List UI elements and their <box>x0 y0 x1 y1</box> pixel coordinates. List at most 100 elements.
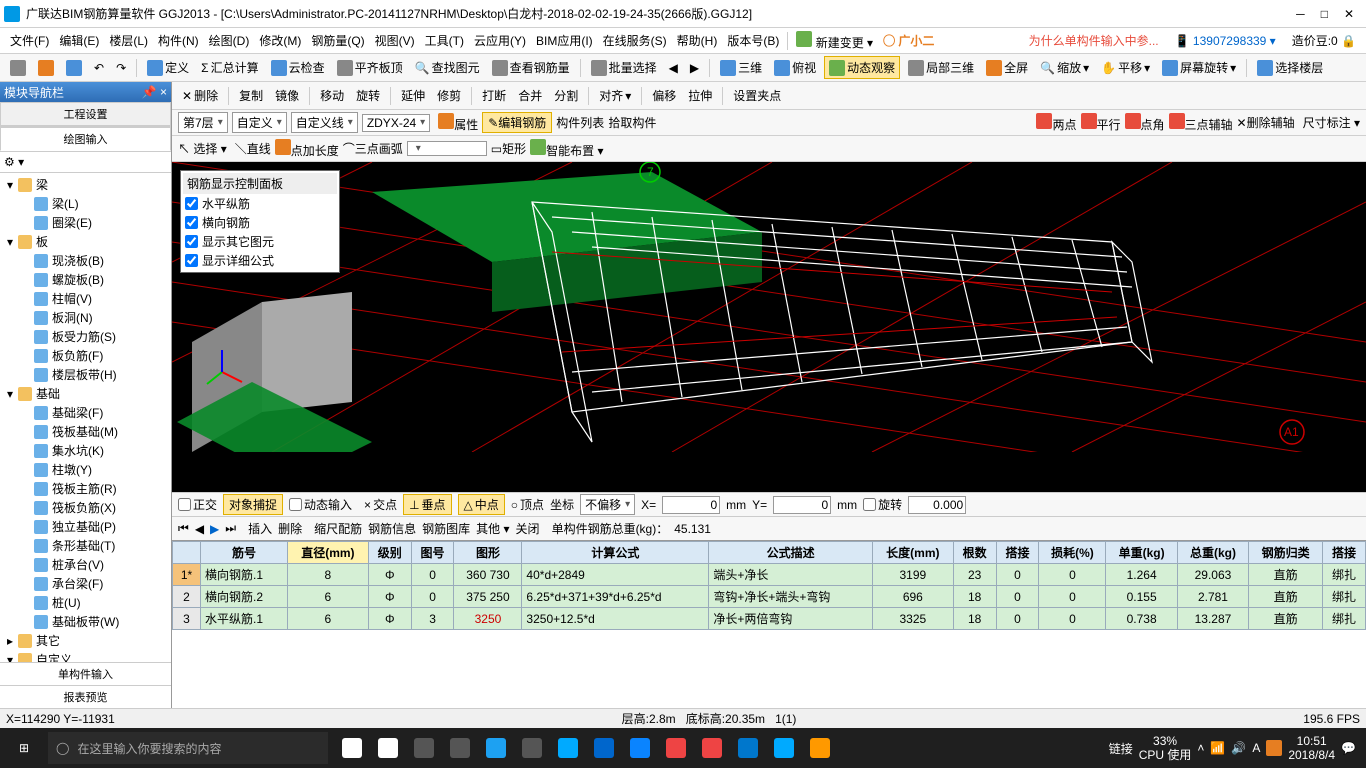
tbl-last[interactable]: ⏭ <box>225 521 236 536</box>
top-view-button[interactable]: 俯视 <box>770 57 820 78</box>
table-header[interactable]: 搭接 <box>996 542 1039 564</box>
taskbar-app-icon[interactable] <box>444 732 476 764</box>
table-header[interactable]: 图号 <box>411 542 454 564</box>
rotate-button[interactable]: 旋转 <box>352 85 384 106</box>
menu-item[interactable]: 视图(V) <box>371 30 419 51</box>
find-elem-button[interactable]: 🔍查找图元 <box>411 57 484 78</box>
delete-button[interactable]: ✕删除 <box>178 85 222 106</box>
maximize-button[interactable]: □ <box>1321 7 1328 21</box>
tray-up-icon[interactable]: ˄ <box>1197 741 1204 755</box>
sidebar-toolbar-icon[interactable]: ⚙ ▾ <box>4 155 24 169</box>
table-header[interactable]: 公式描述 <box>709 542 872 564</box>
tree-node[interactable]: ▾自定义 <box>0 650 171 662</box>
tree-node[interactable]: 螺旋板(B) <box>0 270 171 289</box>
view-3d-button[interactable]: 三维 <box>716 57 766 78</box>
tab-single-input[interactable]: 单构件输入 <box>0 662 171 685</box>
batch-select-button[interactable]: 批量选择 <box>587 57 661 78</box>
menu-item[interactable]: 构件(N) <box>154 30 203 51</box>
nav-close-icon[interactable]: × <box>160 85 167 99</box>
tab-draw-input[interactable]: 绘图输入 <box>0 127 171 151</box>
nav-pin-icon[interactable]: 📌 <box>142 85 157 99</box>
menu-coin[interactable]: 造价豆:0 🔒 <box>1288 30 1360 51</box>
rebar-table[interactable]: 筋号直径(mm)级别图号图形计算公式公式描述长度(mm)根数搭接损耗(%)单重(… <box>172 541 1366 630</box>
open-file-button[interactable] <box>34 58 58 78</box>
menu-item[interactable]: 版本号(B) <box>723 30 783 51</box>
zoom-button[interactable]: 🔍缩放 ▾ <box>1036 57 1093 78</box>
menu-item[interactable]: 钢筋量(Q) <box>307 30 368 51</box>
table-header[interactable]: 钢筋归类 <box>1249 542 1323 564</box>
menu-item[interactable]: 工具(T) <box>421 30 468 51</box>
pointlen-tool[interactable]: 点加长度 <box>275 139 339 159</box>
arc-dropdown[interactable] <box>407 141 487 156</box>
menu-item[interactable]: 绘图(D) <box>205 30 254 51</box>
tbl-delete[interactable]: 删除 <box>278 520 302 537</box>
tree-node[interactable]: 现浇板(B) <box>0 251 171 270</box>
tree-node[interactable]: 筏板负筋(X) <box>0 498 171 517</box>
cloud-check-button[interactable]: 云检查 <box>267 57 329 78</box>
rot-toggle[interactable]: 旋转 <box>863 496 902 513</box>
custom-dropdown[interactable]: 自定义 <box>232 112 287 133</box>
taskbar-app-icon[interactable] <box>804 732 836 764</box>
tbl-close[interactable]: 关闭 <box>516 520 540 537</box>
taskbar-app-icon[interactable] <box>372 732 404 764</box>
start-button[interactable]: ⊞ <box>4 728 44 768</box>
minimize-button[interactable]: ─ <box>1296 7 1305 21</box>
x-input[interactable] <box>662 496 720 514</box>
taskbar-app-icon[interactable] <box>552 732 584 764</box>
tbl-insert[interactable]: 插入 <box>248 520 272 537</box>
taskbar-app-icon[interactable] <box>516 732 548 764</box>
dyn-toggle[interactable]: 动态输入 <box>289 496 352 513</box>
menu-item[interactable]: 文件(F) <box>6 30 53 51</box>
menu-item[interactable]: 云应用(Y) <box>470 30 530 51</box>
table-header[interactable]: 图形 <box>454 542 522 564</box>
tree-node[interactable]: 承台梁(F) <box>0 574 171 593</box>
menu-item[interactable]: 在线服务(S) <box>599 30 671 51</box>
undo-button[interactable]: ↶ <box>90 59 108 77</box>
menu-new[interactable]: 新建变更 ▾ <box>792 29 877 53</box>
table-header[interactable]: 级别 <box>368 542 411 564</box>
orbit-button[interactable]: 动态观察 <box>824 56 900 79</box>
table-header[interactable] <box>173 542 201 564</box>
select-floor-button[interactable]: 选择楼层 <box>1253 57 1327 78</box>
tbl-info[interactable]: 钢筋信息 <box>368 520 416 537</box>
pan-button[interactable]: ✋平移 ▾ <box>1097 57 1154 78</box>
taskbar-app-icon[interactable] <box>768 732 800 764</box>
split-button[interactable]: 分割 <box>550 85 582 106</box>
ortho-toggle[interactable]: 正交 <box>178 496 217 513</box>
taskbar-app-icon[interactable] <box>624 732 656 764</box>
table-header[interactable]: 总重(kg) <box>1177 542 1248 564</box>
perp-toggle[interactable]: ⊥垂点 <box>403 494 451 515</box>
tree-node[interactable]: ▾梁 <box>0 175 171 194</box>
tree-node[interactable]: 集水坑(K) <box>0 441 171 460</box>
offset-button[interactable]: 偏移 <box>648 85 680 106</box>
tree-node[interactable]: 楼层板带(H) <box>0 365 171 384</box>
code-dropdown[interactable]: ZDYX-24 <box>362 114 430 132</box>
grip-button[interactable]: 设置夹点 <box>729 85 785 106</box>
fullscreen-button[interactable]: 全屏 <box>982 57 1032 78</box>
table-header[interactable]: 搭接 <box>1323 542 1366 564</box>
extend-button[interactable]: 延伸 <box>397 85 429 106</box>
delaux-button[interactable]: ✕删除辅轴 <box>1237 114 1295 131</box>
next-button[interactable]: ▶ <box>686 59 703 77</box>
menu-phone[interactable]: 📱 13907298339 ▾ <box>1171 32 1280 50</box>
taskbar-app-icon[interactable] <box>336 732 368 764</box>
pointangle-button[interactable]: 点角 <box>1125 113 1165 133</box>
save-button[interactable] <box>62 58 86 78</box>
tree-node[interactable]: 圈梁(E) <box>0 213 171 232</box>
tree-node[interactable]: 桩承台(V) <box>0 555 171 574</box>
redo-button[interactable]: ↷ <box>112 59 130 77</box>
stretch-button[interactable]: 拉伸 <box>684 85 716 106</box>
cross-toggle[interactable]: ×交点 <box>364 496 397 513</box>
tray-net-icon[interactable]: 📶 <box>1210 741 1225 755</box>
tree-node[interactable]: 独立基础(P) <box>0 517 171 536</box>
tree-node[interactable]: 板洞(N) <box>0 308 171 327</box>
copy-button[interactable]: 复制 <box>235 85 267 106</box>
taskbar-app-icon[interactable] <box>660 732 692 764</box>
table-row[interactable]: 1*横向钢筋.18Φ0360 73040*d+2849端头+净长31992300… <box>173 564 1366 586</box>
align-button[interactable]: 对齐 ▾ <box>595 85 635 106</box>
y-input[interactable] <box>773 496 831 514</box>
tray-link[interactable]: 链接 <box>1109 740 1133 757</box>
table-header[interactable]: 损耗(%) <box>1039 542 1106 564</box>
tray-clock[interactable]: 10:512018/8/4 <box>1288 734 1335 763</box>
edit-rebar-button[interactable]: ✎编辑钢筋 <box>482 112 552 133</box>
